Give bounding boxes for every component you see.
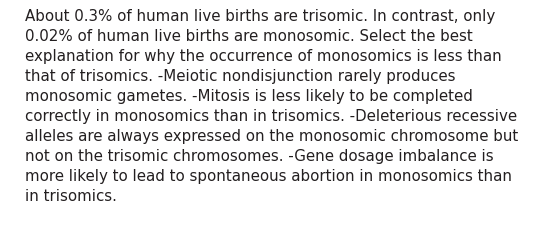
Text: About 0.3% of human live births are trisomic. In contrast, only
0.02% of human l: About 0.3% of human live births are tris… bbox=[25, 8, 518, 203]
